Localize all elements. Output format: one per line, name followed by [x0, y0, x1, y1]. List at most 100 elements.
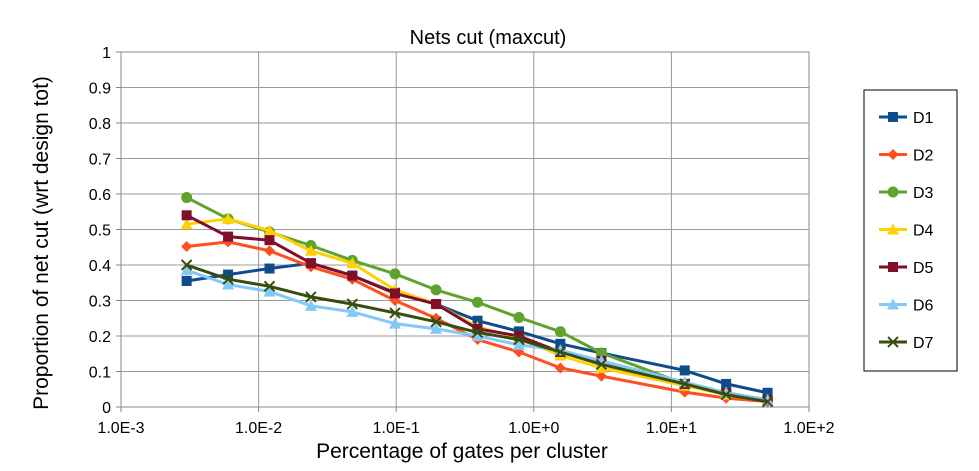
legend-item-d5: D5 [879, 260, 934, 277]
legend-marker-d4 [887, 223, 899, 235]
legend-marker-d2 [887, 149, 899, 160]
data-point-d7 [430, 316, 442, 328]
data-point-d2 [181, 241, 193, 253]
x-tick-label: 1.0E-1 [373, 420, 420, 437]
series-line-d7 [186, 263, 768, 404]
legend-label-d4: D4 [913, 223, 934, 240]
y-tick-label: 0.4 [89, 258, 111, 275]
y-tick-label: 0.7 [89, 152, 111, 169]
data-point-d7 [263, 280, 276, 293]
data-point-d6 [263, 285, 276, 297]
data-point-d6 [512, 338, 525, 350]
data-point-d1 [472, 315, 483, 326]
legend-label-d6: D6 [913, 298, 934, 315]
grid [120, 51, 810, 408]
data-point-d3 [554, 326, 566, 338]
data-point-d7 [346, 298, 359, 310]
legend-marker-d6 [887, 298, 899, 310]
data-point-d7 [513, 333, 525, 346]
data-point-d4 [595, 361, 608, 373]
data-point-d5 [472, 323, 483, 334]
legend-box [863, 89, 958, 372]
y-tick-label: 0.1 [89, 365, 111, 382]
data-point-d7 [720, 388, 732, 401]
data-point-d5 [431, 299, 442, 310]
legend: D1 D2 D3 D4 D5 D6 D7 [863, 89, 958, 372]
x-tick-label: 1.0E+0 [508, 420, 559, 437]
data-point-d7 [554, 346, 567, 358]
data-point-d3 [513, 312, 525, 324]
data-point-d7 [389, 307, 401, 319]
legend-item-d1: D1 [879, 110, 934, 127]
data-point-d3 [389, 268, 401, 280]
data-point-d1 [223, 269, 234, 280]
data-point-d1 [264, 263, 275, 274]
data-point-d6 [180, 264, 193, 276]
x-tick-labels: 1.0E-3 1.0E-2 1.0E-1 1.0E+0 1.0E+1 1.0E+2 [97, 407, 835, 437]
legend-label-d5: D5 [913, 260, 934, 277]
legend-label-d7: D7 [913, 335, 934, 352]
data-point-d3 [472, 296, 484, 308]
series-line-d1 [186, 261, 768, 395]
data-point-d5 [347, 270, 358, 281]
series-line-d6 [186, 268, 768, 402]
data-point-d7 [471, 326, 484, 339]
legend-item-d4: D4 [879, 223, 934, 240]
data-point-d5 [181, 210, 192, 221]
y-tick-labels: 0 0.1 0.2 0.3 0.4 0.5 0.6 0.7 0.8 0.9 1 [89, 45, 121, 417]
legend-item-d3: D3 [879, 185, 934, 202]
data-point-d3 [181, 192, 193, 204]
legend-marker-d1 [888, 112, 898, 122]
y-tick-label: 1 [102, 45, 111, 62]
series-layer [180, 192, 774, 408]
y-tick-label: 0 [102, 400, 111, 417]
data-point-d4 [180, 218, 193, 230]
x-tick-label: 1.0E+2 [783, 420, 834, 437]
data-point-d1 [679, 365, 690, 376]
x-tick-label: 1.0E-2 [235, 420, 282, 437]
data-point-d7 [595, 358, 608, 371]
data-point-d5 [223, 231, 234, 242]
legend-marker-d7 [887, 336, 899, 348]
legend-label-d1: D1 [913, 110, 934, 127]
series-d7 [180, 259, 774, 408]
data-point-d4 [263, 224, 276, 236]
data-point-d3 [595, 347, 607, 359]
data-point-d6 [388, 317, 401, 329]
x-tick-label: 1.0E+1 [646, 420, 697, 437]
y-tick-label: 0.5 [89, 223, 111, 240]
legend-marker-d5 [888, 262, 898, 272]
y-tick-label: 0.6 [89, 187, 111, 204]
data-point-d7 [761, 395, 774, 408]
data-point-d2 [554, 362, 566, 374]
data-point-d7 [305, 291, 317, 303]
series-line-d2 [186, 240, 768, 404]
data-point-d4 [346, 257, 359, 269]
data-point-d1 [721, 378, 732, 389]
data-point-d7 [679, 378, 691, 390]
legend-marker-d3 [887, 186, 899, 198]
data-point-d6 [471, 330, 484, 341]
y-axis-label: Proportion of net cut (wrt design tot) [30, 76, 53, 410]
data-point-d5 [513, 331, 524, 341]
legend-item-d7: D7 [879, 335, 934, 352]
data-point-d2 [595, 370, 607, 382]
y-tick-label: 0.3 [89, 294, 111, 311]
legend-item-d6: D6 [879, 298, 934, 315]
data-point-d5 [305, 258, 316, 269]
data-point-d6 [222, 278, 235, 290]
data-point-d6 [430, 322, 443, 334]
data-point-d4 [304, 244, 317, 256]
data-point-d4 [222, 212, 235, 224]
data-point-d2 [263, 245, 275, 257]
data-point-d3 [430, 284, 442, 296]
data-point-d1 [762, 387, 773, 398]
data-point-d7 [180, 259, 193, 271]
data-point-d6 [346, 305, 359, 317]
legend-label-d3: D3 [913, 185, 934, 202]
data-point-d1 [555, 338, 566, 349]
data-point-d5 [264, 235, 275, 246]
legend-label-d2: D2 [913, 148, 934, 165]
y-tick-label: 0.8 [89, 116, 111, 133]
